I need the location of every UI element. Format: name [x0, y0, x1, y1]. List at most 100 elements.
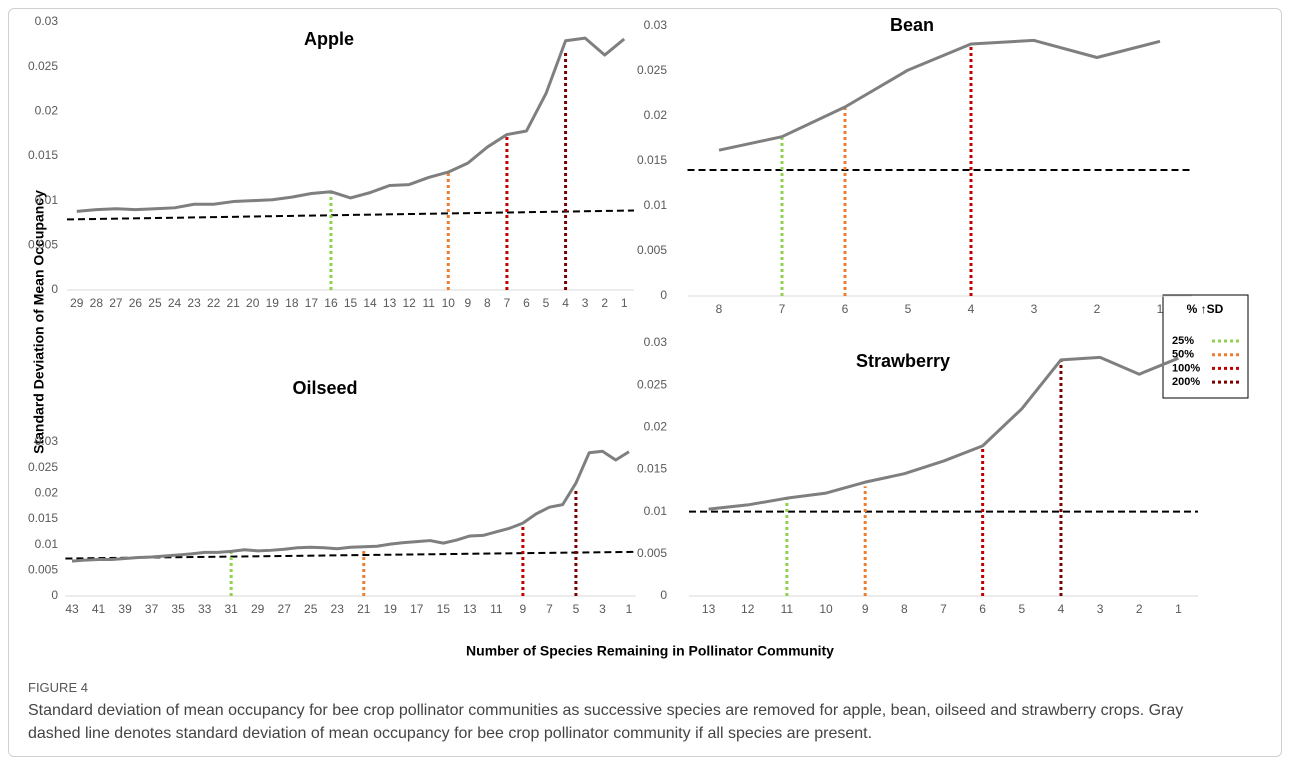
y-tick-label: 0.015 [637, 462, 667, 476]
x-tick-label: 33 [198, 602, 212, 616]
chart-title: Bean [890, 15, 934, 35]
x-tick-label: 17 [305, 296, 319, 310]
x-tick-label: 27 [278, 602, 292, 616]
x-tick-label: 21 [227, 296, 241, 310]
x-tick-label: 12 [741, 602, 755, 616]
y-axis-label: Standard Deviation of Mean Occupancy [31, 190, 47, 454]
x-tick-label: 7 [546, 602, 553, 616]
x-tick-label: 21 [357, 602, 371, 616]
y-tick-label: 0.01 [644, 198, 668, 212]
x-tick-label: 7 [504, 296, 511, 310]
x-tick-label: 11 [781, 602, 794, 616]
y-tick-label: 0.01 [35, 193, 59, 207]
x-tick-label: 4 [1058, 602, 1065, 616]
x-tick-label: 8 [716, 302, 723, 316]
x-tick-label: 6 [523, 296, 530, 310]
x-tick-label: 18 [285, 296, 299, 310]
y-tick-label: 0.03 [644, 18, 668, 32]
x-tick-label: 15 [437, 602, 451, 616]
y-tick-label: 0.02 [644, 108, 668, 122]
y-tick-label: 0.015 [637, 153, 667, 167]
x-tick-label: 41 [92, 602, 106, 616]
reference-line [66, 209, 635, 221]
x-tick-label: 23 [187, 296, 201, 310]
x-tick-label: 8 [484, 296, 491, 310]
y-tick-label: 0.02 [35, 486, 59, 500]
y-tick-label: 0.025 [28, 460, 58, 474]
series-line [71, 449, 630, 563]
figure-frame [8, 8, 1282, 757]
x-tick-label: 2 [601, 296, 608, 310]
x-tick-label: 10 [442, 296, 456, 310]
x-tick-label: 35 [171, 602, 185, 616]
x-tick-label: 2 [1094, 302, 1101, 316]
x-tick-label: 8 [901, 602, 908, 616]
y-tick-label: 0.005 [637, 546, 667, 560]
x-tick-label: 25 [148, 296, 162, 310]
series-line [718, 38, 1161, 152]
legend-label: 200% [1172, 376, 1200, 388]
x-tick-label: 23 [331, 602, 345, 616]
x-tick-label: 19 [384, 602, 398, 616]
legend-box [1162, 294, 1249, 399]
x-tick-label: 19 [266, 296, 280, 310]
x-tick-label: 26 [129, 296, 143, 310]
x-tick-label: 9 [464, 296, 471, 310]
y-tick-label: 0 [51, 282, 58, 296]
x-tick-label: 7 [940, 602, 947, 616]
x-tick-label: 27 [109, 296, 123, 310]
x-tick-label: 13 [463, 602, 477, 616]
x-tick-label: 3 [1097, 602, 1104, 616]
x-tick-label: 22 [207, 296, 221, 310]
x-tick-label: 31 [224, 602, 238, 616]
x-tick-label: 6 [842, 302, 849, 316]
x-tick-label: 6 [979, 602, 986, 616]
y-tick-label: 0.025 [637, 377, 667, 391]
x-tick-label: 1 [621, 296, 628, 310]
x-tick-label: 4 [562, 296, 569, 310]
x-tick-label: 29 [70, 296, 84, 310]
series-line [708, 355, 1179, 511]
y-tick-label: 0.005 [637, 243, 667, 257]
x-tick-label: 1 [1175, 602, 1182, 616]
x-tick-label: 10 [819, 602, 833, 616]
x-tick-label: 2 [1136, 602, 1143, 616]
chart-title: Apple [304, 29, 354, 49]
y-tick-label: 0.005 [28, 238, 58, 252]
legend-label: 50% [1172, 349, 1194, 361]
caption: Standard deviation of mean occupancy for… [28, 702, 1184, 742]
y-tick-label: 0.01 [35, 537, 59, 551]
x-tick-label: 3 [599, 602, 606, 616]
x-tick-label: 11 [422, 296, 435, 310]
x-tick-label: 1 [626, 602, 633, 616]
x-tick-label: 28 [90, 296, 104, 310]
y-tick-label: 0.02 [35, 104, 59, 118]
x-tick-label: 25 [304, 602, 318, 616]
x-tick-label: 9 [862, 602, 869, 616]
x-tick-label: 9 [520, 602, 527, 616]
x-tick-label: 24 [168, 296, 182, 310]
y-tick-label: 0.015 [28, 511, 58, 525]
y-tick-label: 0.025 [28, 59, 58, 73]
x-tick-label: 15 [344, 296, 358, 310]
y-tick-label: 0 [660, 588, 667, 602]
x-tick-label: 3 [582, 296, 589, 310]
legend-title: % ↑SD [1187, 302, 1224, 316]
x-tick-label: 5 [543, 296, 550, 310]
x-tick-label: 4 [968, 302, 975, 316]
x-tick-label: 5 [573, 602, 580, 616]
y-tick-label: 0.02 [644, 420, 668, 434]
x-tick-label: 7 [779, 302, 786, 316]
reference-line [65, 550, 636, 560]
x-axis-label: Number of Species Remaining in Pollinato… [466, 643, 834, 659]
x-tick-label: 13 [702, 602, 716, 616]
x-tick-label: 3 [1031, 302, 1038, 316]
x-tick-label: 37 [145, 602, 159, 616]
series-line [76, 36, 626, 213]
y-tick-label: 0 [51, 588, 58, 602]
x-tick-label: 14 [363, 296, 377, 310]
legend-label: 25% [1172, 335, 1194, 347]
x-tick-label: 5 [905, 302, 912, 316]
x-tick-label: 43 [65, 602, 79, 616]
